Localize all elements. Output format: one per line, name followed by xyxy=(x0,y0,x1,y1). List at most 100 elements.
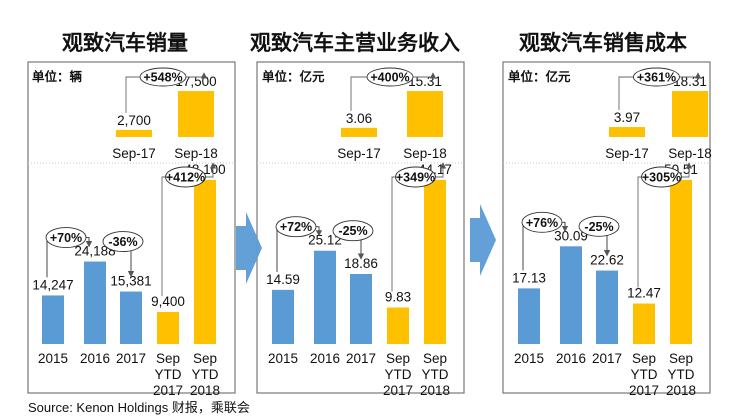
change-label: -36% xyxy=(108,235,137,249)
series-bar xyxy=(518,288,540,344)
category-label-line: 2017 xyxy=(629,383,659,398)
series-bar xyxy=(84,261,106,344)
category-label: Sep YTD 2018 xyxy=(666,351,696,398)
change-bubble xyxy=(395,166,436,188)
top-bar xyxy=(609,127,645,137)
category-label-line: Sep xyxy=(193,351,217,366)
panel-frame xyxy=(502,61,711,394)
panel-frame xyxy=(256,61,465,394)
series-bar-value: 18.86 xyxy=(344,256,378,271)
category-label: Sep YTD 2017 xyxy=(629,351,659,398)
series-bar-value: 9,400 xyxy=(151,294,185,309)
change-label: +72% xyxy=(280,220,312,234)
category-label: Sep YTD 2017 xyxy=(153,351,183,398)
category-label: 2015 xyxy=(38,351,68,366)
chart-panel-2: 观致汽车主营业务收入单位：亿元3.06Sep-1715.31Sep-18+400… xyxy=(250,31,465,398)
change-bubble xyxy=(641,166,682,188)
series-bar xyxy=(387,307,409,344)
unit-label: 单位：亿元 xyxy=(508,69,571,84)
series-bar xyxy=(42,295,64,344)
category-label-line: 2015 xyxy=(268,351,298,366)
top-change-label: +548% xyxy=(143,71,182,85)
top-category-label: Sep-18 xyxy=(668,146,712,161)
change-label: -25% xyxy=(584,220,613,234)
top-change-bubble xyxy=(366,67,414,87)
category-label-line: YTD xyxy=(422,367,449,382)
category-label-line: 2015 xyxy=(514,351,544,366)
category-label-line: 2017 xyxy=(346,351,376,366)
category-label-line: 2016 xyxy=(310,351,340,366)
change-bubble xyxy=(102,231,144,252)
category-label-line: YTD xyxy=(155,367,182,382)
change-bubble xyxy=(332,220,374,242)
series-bar xyxy=(633,303,655,344)
change-bubble xyxy=(578,215,620,237)
category-label-line: 2018 xyxy=(666,383,696,398)
category-label-line: 2017 xyxy=(383,383,413,398)
flow-arrow xyxy=(236,212,262,284)
change-label: +412% xyxy=(166,171,205,185)
category-label-line: 2018 xyxy=(420,383,450,398)
top-bar xyxy=(672,91,708,137)
top-category-label: Sep-18 xyxy=(403,146,447,161)
change-label: +305% xyxy=(642,171,681,185)
category-label-line: 2016 xyxy=(80,351,110,366)
category-label: Sep YTD 2018 xyxy=(190,351,220,398)
category-label: 2015 xyxy=(268,351,298,366)
series-bar-value: 9.83 xyxy=(385,290,411,305)
chart-title: 观致汽车主营业务收入 xyxy=(250,31,460,55)
category-label: 2017 xyxy=(346,351,376,366)
category-label-line: YTD xyxy=(631,367,658,382)
change-bubble xyxy=(45,227,87,248)
flow-arrow xyxy=(470,204,496,276)
category-label-line: Sep xyxy=(632,351,656,366)
category-label: 2015 xyxy=(514,351,544,366)
series-bar-value: 14.59 xyxy=(266,272,300,287)
category-label-line: YTD xyxy=(192,367,219,382)
top-change-label: +361% xyxy=(637,71,676,85)
series-bar xyxy=(314,250,336,344)
category-label-line: 2017 xyxy=(153,383,183,398)
panel-frame xyxy=(27,61,236,394)
top-change-bubble xyxy=(139,67,187,87)
change-label: +70% xyxy=(50,231,82,245)
category-label: 2017 xyxy=(116,351,146,366)
category-label-line: Sep xyxy=(423,351,447,366)
series-bar xyxy=(596,270,618,344)
category-label-line: YTD xyxy=(385,367,412,382)
series-bar xyxy=(120,291,142,344)
category-label-line: Sep xyxy=(669,351,693,366)
top-bar-value: 3.97 xyxy=(614,110,640,125)
category-label: 2017 xyxy=(592,351,622,366)
series-bar-value: 24,188 xyxy=(74,244,115,259)
chart-title: 观致汽车销量 xyxy=(62,31,188,55)
category-label-line: Sep xyxy=(386,351,410,366)
series-bar xyxy=(560,246,582,344)
category-label-line: Sep xyxy=(156,351,180,366)
category-label: 2016 xyxy=(310,351,340,366)
category-label-line: 2017 xyxy=(592,351,622,366)
series-bar-value: 17.13 xyxy=(512,270,546,285)
top-category-label: Sep-17 xyxy=(337,146,381,161)
category-label-line: 2015 xyxy=(38,351,68,366)
change-label: +349% xyxy=(396,171,435,185)
series-bar xyxy=(272,289,294,344)
change-bubble xyxy=(521,211,563,233)
top-bar xyxy=(341,127,377,137)
top-bar xyxy=(407,91,443,137)
series-bar xyxy=(424,180,446,344)
chart-title: 观致汽车销售成本 xyxy=(519,31,687,55)
series-bar xyxy=(157,311,179,344)
chart-panel-3: 观致汽车销售成本单位：亿元3.97Sep-1718.31Sep-18+361%1… xyxy=(502,31,712,398)
series-bar-value: 22.62 xyxy=(590,253,624,268)
category-label-line: 2016 xyxy=(556,351,586,366)
chart-panel-1: 观致汽车销量单位：辆2,700Sep-1717,500Sep-18+548%14… xyxy=(27,31,236,398)
category-label: 2016 xyxy=(556,351,586,366)
category-label-line: 2018 xyxy=(190,383,220,398)
top-category-label: Sep-18 xyxy=(174,146,218,161)
top-bar-value: 3.06 xyxy=(346,111,372,126)
series-bar xyxy=(350,273,372,344)
series-bar-value: 14,247 xyxy=(32,277,73,292)
category-label: Sep YTD 2018 xyxy=(420,351,450,398)
